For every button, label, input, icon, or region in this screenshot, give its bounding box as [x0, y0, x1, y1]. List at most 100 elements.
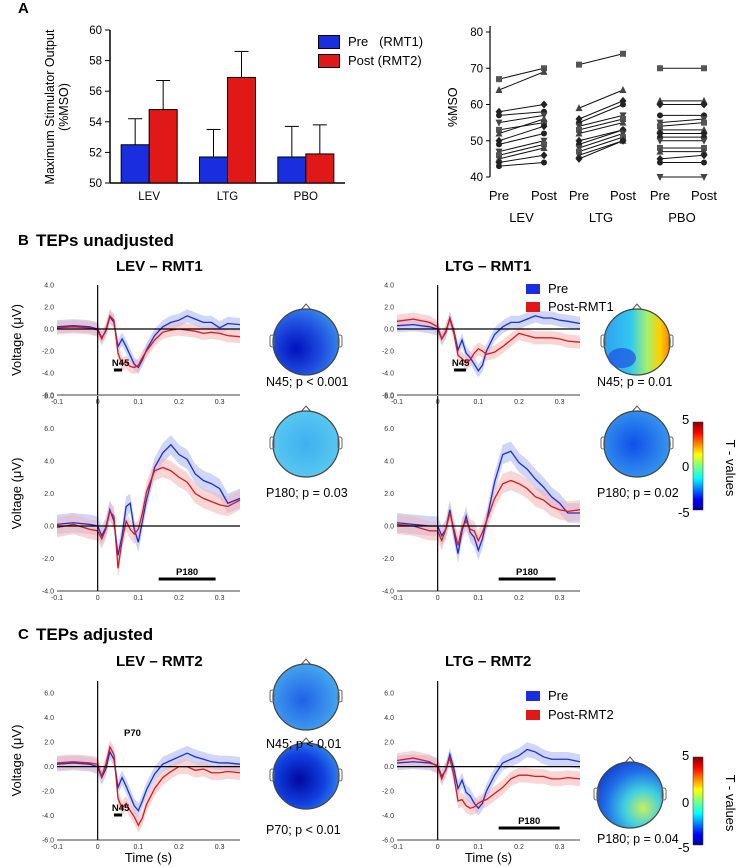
topo-ear-right	[668, 436, 674, 450]
pair-marker	[701, 159, 707, 166]
topo-ear-right	[337, 689, 343, 703]
pair-marker	[575, 151, 583, 159]
tep-ytick-label: 6.0	[44, 691, 54, 698]
tep-chart-lev-rmt1-p180: 8.06.04.02.00.0-2.0-4.0-0.1 0 0.1 0.2 0.3P18…	[9, 394, 241, 602]
pair-marker	[540, 144, 548, 151]
pair-line	[578, 136, 624, 153]
pair-marker	[619, 118, 627, 126]
tep-ylabel: Voltage (μV)	[9, 458, 24, 530]
pair-marker	[540, 137, 548, 145]
panel-letter-c: C	[18, 626, 29, 643]
tep-ytick-label: 4.0	[44, 283, 54, 290]
pair-marker	[575, 154, 583, 163]
tep-chart-lev-rmt2: 6.0 4.0 2.0 0.0 -2.0 -4.0 -6.0-0.1 0 0.1 0.2 0.3 N4…	[9, 681, 241, 865]
legend-label-pre: Pre	[548, 281, 569, 296]
tep-ytick-label: -2.0	[42, 556, 54, 563]
pair-marker	[495, 154, 503, 162]
topo-ear-left	[600, 436, 606, 450]
pair-line	[659, 118, 705, 124]
tep-xtick-label: 0	[436, 844, 440, 851]
section-title-b: TEPs unadjusted	[36, 231, 174, 250]
bar-ytick-label: 50	[89, 178, 102, 190]
legend-swatch-post	[526, 709, 540, 720]
legend-c-post: Post-RMT2	[526, 707, 614, 722]
pair-marker	[540, 100, 548, 109]
paired-condition-label: Post	[691, 188, 717, 203]
tep-line-post	[56, 745, 241, 827]
legend-a-post: Post (RMT2)	[318, 53, 422, 68]
pair-line	[659, 154, 705, 160]
tep-xtick-label: -0.1	[51, 399, 63, 406]
pair-marker	[656, 137, 664, 145]
tep-ytick-label: 8.0	[44, 394, 54, 401]
topo-ear-left	[269, 334, 275, 348]
colorbar-b-tick-min: -5	[678, 505, 690, 520]
tep-xtick-label: -0.1	[391, 595, 403, 602]
pair-line	[578, 140, 624, 156]
tep-xtick-label: 0.1	[473, 399, 483, 406]
pair-marker	[700, 125, 708, 133]
tep-line-post	[56, 466, 241, 569]
pair-line	[498, 125, 545, 142]
pair-marker	[656, 125, 664, 133]
bar	[120, 144, 150, 184]
tep-ytick-label: 0.0	[44, 524, 54, 531]
pair-marker	[700, 147, 708, 155]
tep-ytick-label: 2.0	[44, 740, 54, 747]
legend-label-post: Post-RMT1	[548, 299, 614, 314]
legend-label-post: Post-RMT2	[548, 707, 614, 722]
tep-ytick-label: 4.0	[384, 459, 394, 466]
paired-ytick-label: 80	[470, 27, 483, 39]
tep-component-label: N45	[112, 358, 130, 369]
legend-label-post: Post (RMT2)	[348, 53, 422, 68]
pair-marker	[656, 174, 664, 181]
pair-line	[578, 53, 624, 66]
tep-ytick-label: 0.0	[384, 327, 394, 334]
tep-ytick-label: 6.0	[384, 691, 394, 698]
pair-line	[578, 129, 624, 142]
topo-ear-left	[593, 787, 599, 801]
colorbar-b-label: T - values	[723, 439, 738, 497]
pair-line	[498, 133, 545, 145]
tep-ytick-label: -2.0	[382, 556, 394, 563]
tep-component-label: P70	[124, 728, 141, 739]
topo-head	[272, 663, 340, 731]
tep-xtick-label: 0.1	[473, 595, 483, 602]
paired-ytick-label: 40	[470, 172, 483, 184]
tep-ytick-label: -6.0	[42, 838, 54, 845]
tep-chart-ltg-rmt2: 6.0 4.0 2.0 0.0 -2.0 -4.0 -6.0-0.1 0 0.1 0.2 0.3 P1…	[382, 681, 581, 865]
tep-ytick-label: -6.0	[382, 838, 394, 845]
tep-xtick-label: 0.2	[174, 595, 184, 602]
topo-ear-left	[269, 768, 275, 782]
topo-ear-right	[668, 334, 674, 348]
topo-ear-right	[661, 787, 667, 801]
pair-line	[498, 147, 545, 160]
tep-xtick-label: 0.1	[133, 844, 143, 851]
tep-ytick-label: -4.0	[42, 589, 54, 596]
tep-component-label: P180	[176, 567, 198, 578]
bar-ytick-label: 58	[89, 56, 102, 68]
legend-b-post: Post-RMT1	[526, 299, 614, 314]
pair-marker	[701, 65, 707, 72]
pair-line	[578, 89, 624, 109]
pair-marker	[657, 159, 663, 166]
tep-chart-ltg-rmt1-p180: 8.06.04.02.00.0-2.0-4.0-0.1 0 0.1 0.2 0.3P18…	[382, 394, 581, 602]
tep-ytick-label: -4.0	[382, 371, 394, 378]
topo-ear-left	[600, 334, 606, 348]
pair-line	[498, 140, 545, 153]
stat-c-lev-n45: N45; p < 0.01	[266, 737, 342, 751]
pair-marker	[619, 136, 627, 145]
topoplot-b-lev-p180	[269, 405, 343, 478]
tep-ytick-label: -2.0	[382, 349, 394, 356]
paired-group-label: LTG	[589, 210, 613, 225]
tep-line-post	[396, 479, 581, 546]
pair-marker	[496, 112, 502, 119]
legend-c-pre: Pre	[526, 688, 568, 703]
pair-marker	[496, 163, 502, 170]
legend-label-pre: Pre	[548, 688, 569, 703]
pair-line	[578, 114, 624, 127]
tep-xtick-label: 0	[96, 595, 100, 602]
pair-line	[578, 129, 624, 145]
pair-line	[659, 122, 705, 127]
